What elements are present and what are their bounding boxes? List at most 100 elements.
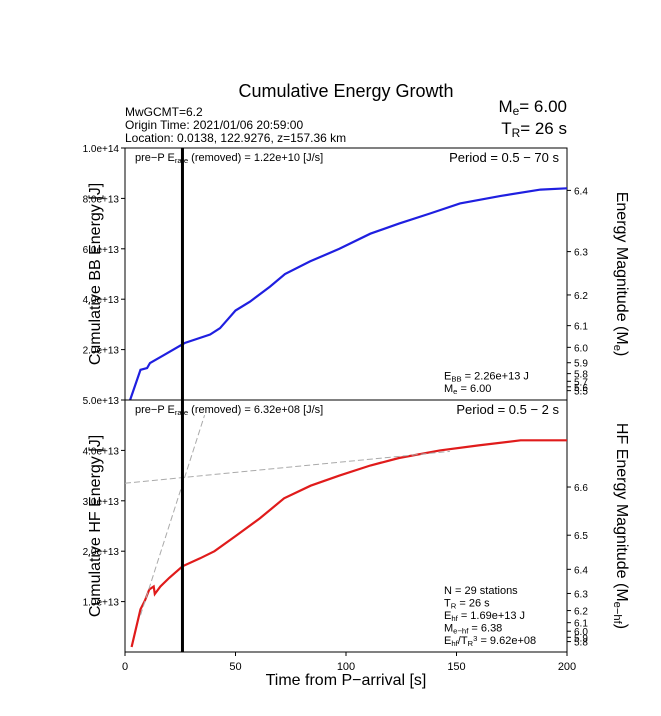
text-part: (removed) = 1.22e+10 [J/s] (188, 152, 323, 164)
y-tick-label: 1.0e+13 (83, 598, 120, 609)
y2-tick-label: 5.6 (574, 383, 588, 394)
text-part: hf (451, 639, 458, 648)
y2-tick-label: 5.9 (574, 633, 588, 644)
text-part: M (498, 97, 512, 116)
text-part: E (444, 635, 451, 647)
text-part: = 6.00 (457, 383, 491, 395)
x-tick-label: 200 (558, 661, 576, 673)
y-tick-label: 2.0e+13 (83, 547, 120, 558)
text-part: M (444, 623, 453, 635)
info-line: Origin Time: 2021/01/06 20:59:00 (125, 118, 303, 132)
note-left: pre−P Erate (removed) = 6.32e+08 [J/s] (135, 404, 323, 417)
y2-tick-label: 6.6 (574, 483, 588, 494)
y-tick-label: 5.0e+13 (83, 396, 120, 407)
text-part: = 6.00 (519, 97, 567, 116)
y2-tick-label: 5.5 (574, 387, 588, 398)
chart-title: Cumulative Energy Growth (238, 81, 453, 101)
text-part: ) (613, 351, 630, 356)
header-right: TR= 26 s (501, 119, 567, 140)
text-part: = 2.26e+13 J (462, 371, 529, 383)
fit-line (124, 450, 450, 484)
y2-tick-label: 6.5 (574, 531, 588, 542)
y-tick-label: 1.0e+14 (83, 144, 120, 155)
annotation: Ehf = 1.69e+13 J (444, 610, 525, 623)
text-part: e−hf (453, 627, 469, 636)
note-right: Period = 0.5 − 2 s (456, 402, 559, 417)
text-part: /T (458, 635, 468, 647)
annotation: Ehf/TR3 = 9.62e+08 (444, 634, 536, 648)
text-part: N = 29 stations (444, 585, 518, 597)
y2-tick-label: 5.8 (574, 370, 588, 381)
x-axis-label: Time from P−arrival [s] (266, 672, 427, 689)
text-part: = 26 s (456, 598, 490, 610)
text-part: HF Energy Magnitude (M (613, 423, 630, 602)
y2-tick-label: 6.2 (574, 291, 588, 302)
y2-axis-label: HF Energy Magnitude (Me−hf) (611, 423, 630, 629)
info-line: Location: 0.0138, 122.9276, z=157.36 km (125, 131, 346, 145)
y2-tick-label: 5.9 (574, 359, 588, 370)
y-tick-label: 4.0e+13 (83, 295, 120, 306)
x-tick-label: 50 (229, 661, 241, 673)
y2-tick-label: 6.1 (574, 322, 588, 333)
text-part: BB (451, 375, 461, 384)
x-tick-label: 100 (337, 661, 355, 673)
annotation: TR = 26 s (444, 598, 490, 611)
text-part: e (611, 345, 623, 351)
text-part: pre−P E (135, 152, 175, 164)
y2-tick-label: 6.1 (574, 619, 588, 630)
annotation: Me−hf = 6.38 (444, 623, 502, 636)
x-tick-label: 0 (122, 661, 128, 673)
note-right: Period = 0.5 − 70 s (449, 150, 559, 165)
x-tick-label: 150 (447, 661, 465, 673)
text-part: = 9.62e+08 (477, 635, 536, 647)
annotation: EBB = 2.26e+13 J (444, 371, 529, 384)
text-part: E (444, 610, 451, 622)
text-part: R (512, 126, 521, 140)
y-tick-label: 4.0e+13 (83, 446, 120, 457)
text-part: pre−P E (135, 404, 175, 416)
text-part: e−hf (611, 602, 623, 625)
y-axis-label: Cumulative HF Energy [J] (87, 435, 104, 617)
y-tick-label: 6.0e+13 (83, 245, 120, 256)
y-tick-label: 8.0e+13 (83, 194, 120, 205)
text-part: Energy Magnitude (M (613, 192, 630, 345)
text-part: hf (451, 614, 458, 623)
y2-tick-label: 6.4 (574, 186, 588, 197)
text-part: = 6.38 (468, 623, 502, 635)
energy-line (129, 187, 568, 401)
y-tick-label: 3.0e+13 (83, 497, 120, 508)
y2-tick-label: 6.2 (574, 607, 588, 618)
fit-line (140, 414, 206, 616)
text-part: = 26 s (520, 119, 567, 138)
text-part: E (444, 371, 451, 383)
text-part: e (513, 104, 520, 118)
header-right: Me= 6.00 (498, 97, 567, 118)
plot-frame (124, 147, 568, 401)
text-part: (removed) = 6.32e+08 [J/s] (188, 404, 323, 416)
text-part: M (444, 383, 453, 395)
y2-tick-label: 5.7 (574, 377, 588, 388)
info-line: MwGCMT=6.2 (125, 105, 203, 119)
y2-tick-label: 5.8 (574, 638, 588, 649)
text-part: = 1.69e+13 J (458, 610, 525, 622)
y2-tick-label: 6.0 (574, 627, 588, 638)
note-left: pre−P Erate (removed) = 1.22e+10 [J/s] (135, 152, 323, 165)
energy-line (130, 439, 567, 648)
y2-axis-label: Energy Magnitude (Me) (611, 192, 630, 357)
y2-tick-label: 6.3 (574, 248, 588, 259)
text-part: 3 (473, 634, 477, 643)
text-part: ) (613, 624, 630, 629)
y-tick-label: 2.0e+13 (83, 346, 120, 357)
y-axis-label: Cumulative BB Energy [J] (87, 183, 104, 365)
text-part: e (453, 387, 457, 396)
text-part: T (501, 119, 511, 138)
y2-tick-label: 6.0 (574, 343, 588, 354)
text-part: R (451, 602, 457, 611)
annotation: N = 29 stations (444, 585, 518, 597)
annotation: Me = 6.00 (444, 383, 491, 396)
text-part: T (444, 598, 451, 610)
text-part: R (468, 639, 474, 648)
y2-tick-label: 6.3 (574, 589, 588, 600)
y2-tick-label: 6.4 (574, 565, 588, 576)
